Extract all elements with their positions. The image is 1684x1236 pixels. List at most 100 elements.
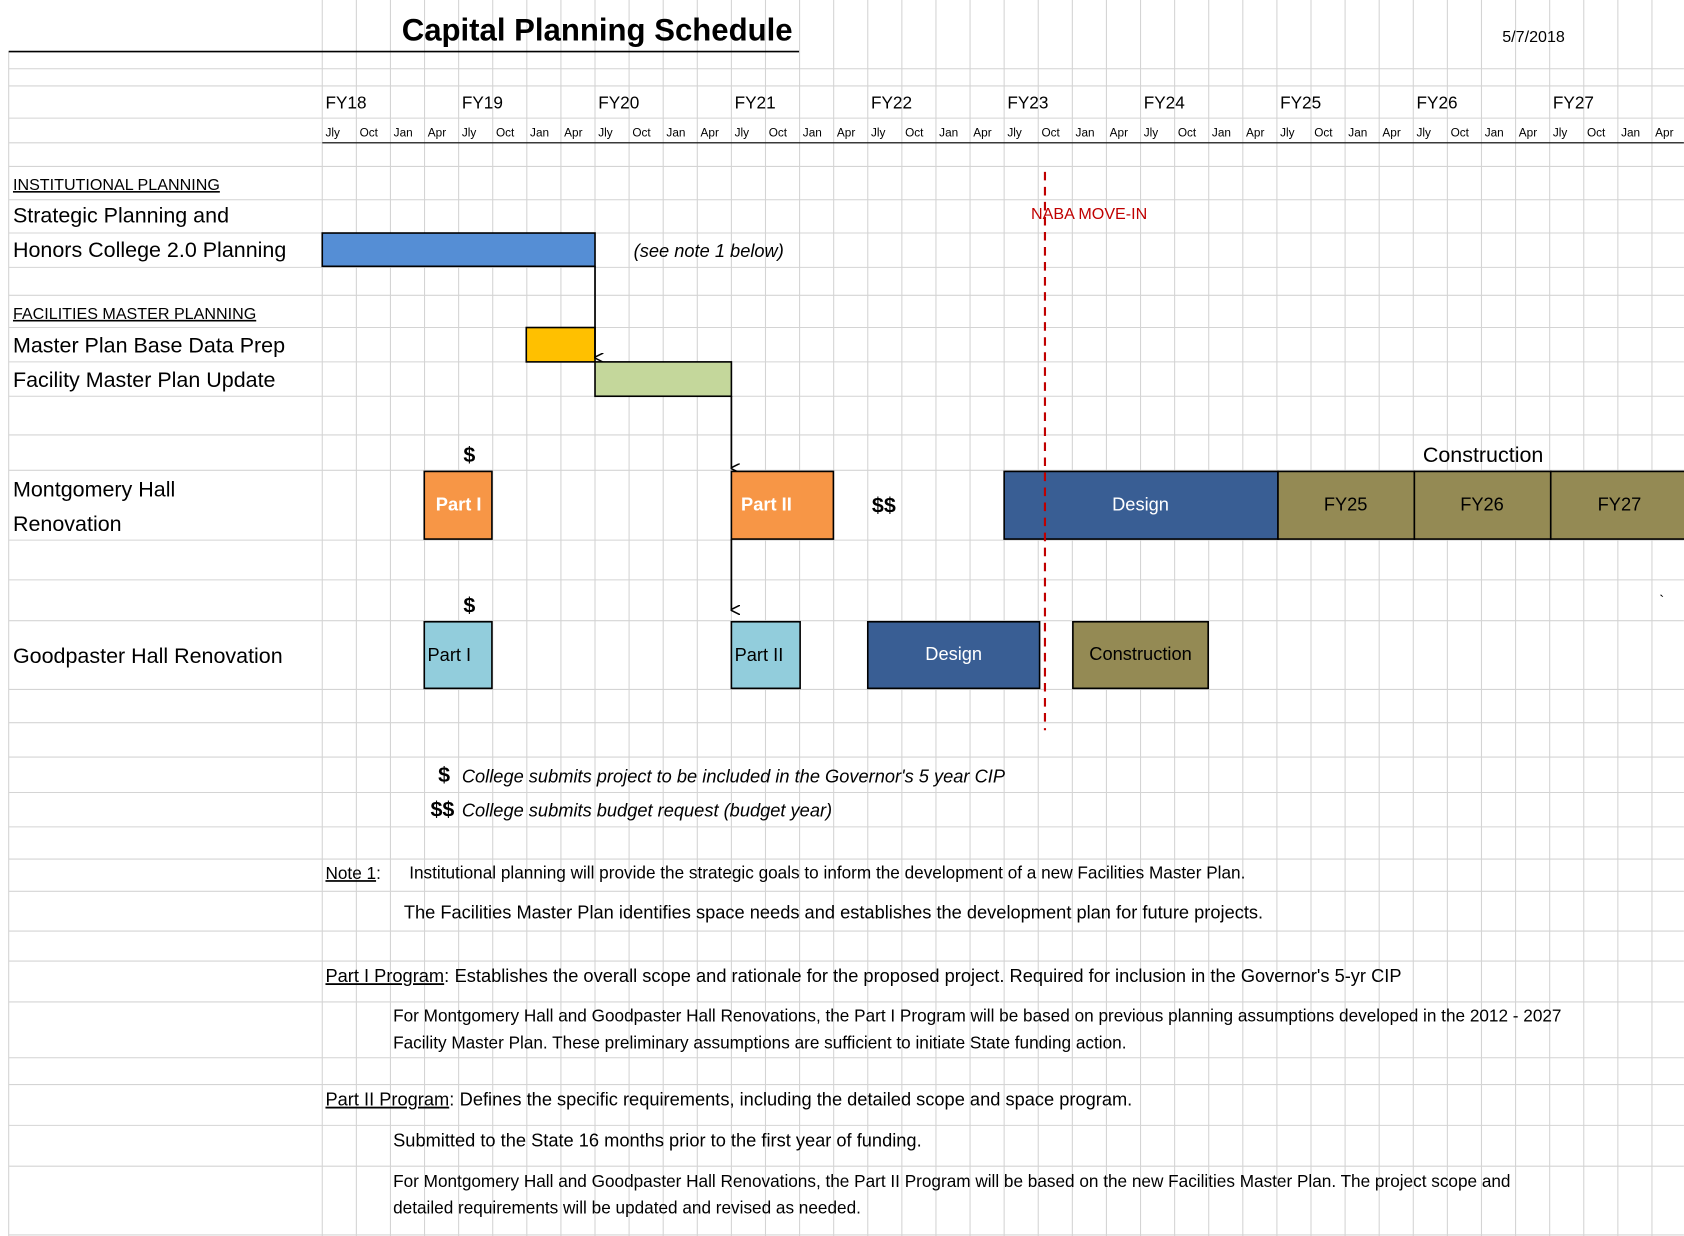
month: Oct bbox=[496, 125, 515, 139]
base-data-bar bbox=[525, 326, 596, 363]
month: Apr bbox=[1655, 125, 1673, 139]
month: Jly bbox=[1553, 125, 1568, 139]
fiscal-year: FY27 bbox=[1553, 93, 1594, 113]
month: Jly bbox=[1144, 125, 1159, 139]
note-heading: Part I Program: Establishes the overall s… bbox=[325, 965, 1401, 986]
row-label: Strategic Planning and bbox=[13, 204, 229, 228]
bar-label: Construction bbox=[1089, 643, 1191, 664]
month: Jly bbox=[735, 125, 750, 139]
month: Oct bbox=[1041, 125, 1060, 139]
month: Oct bbox=[905, 125, 924, 139]
dollar: $ bbox=[463, 593, 475, 617]
section-label: INSTITUTIONAL PLANNING bbox=[13, 176, 220, 194]
month: Oct bbox=[1314, 125, 1333, 139]
note-sep: : bbox=[449, 1089, 454, 1110]
bar-label: FY26 bbox=[1460, 494, 1504, 515]
note-text: Establishes the overall scope and ration… bbox=[455, 965, 1402, 986]
bar-label: Design bbox=[925, 643, 982, 664]
design-bar bbox=[1003, 470, 1279, 540]
bar-label: Part I bbox=[436, 494, 482, 515]
row-label: Montgomery Hall bbox=[13, 477, 175, 501]
timeline: FY18 Jly Oct Jan Apr FY19 Jly Oct Jan Apr FY20 Jly O… bbox=[325, 93, 1673, 140]
month: Apr bbox=[1519, 125, 1537, 139]
row-label: Honors College 2.0 Planning bbox=[13, 238, 286, 262]
legend-text: College submits budget request (budget y… bbox=[462, 800, 832, 821]
note-heading: Part II Program: Defines the specific req… bbox=[325, 1089, 1132, 1110]
note-label: Part I Program bbox=[325, 965, 444, 986]
annotation: Construction bbox=[1423, 443, 1544, 467]
month: Jly bbox=[1007, 125, 1022, 139]
part2-bar bbox=[730, 620, 801, 690]
month: Apr bbox=[1246, 125, 1264, 139]
month: Apr bbox=[428, 125, 446, 139]
row-label: Renovation bbox=[13, 512, 122, 536]
bar-label: Design bbox=[1112, 494, 1169, 515]
month: Jly bbox=[1417, 125, 1432, 139]
fiscal-year: FY26 bbox=[1417, 93, 1458, 113]
row-label: Master Plan Base Data Prep bbox=[13, 334, 285, 358]
note-detail: For Montgomery Hall and Goodpaster Hall … bbox=[393, 1171, 1510, 1191]
bar-label: Part II bbox=[735, 644, 784, 665]
note-text: Defines the specific requirements, inclu… bbox=[460, 1089, 1133, 1110]
bar-label: Part II bbox=[741, 494, 792, 515]
construction-bar bbox=[1549, 470, 1684, 540]
legend-symbol: $$ bbox=[430, 797, 454, 821]
month: Jan bbox=[1348, 125, 1367, 139]
legend-symbol: $ bbox=[438, 763, 450, 787]
bar-label: FY27 bbox=[1598, 494, 1642, 515]
annotation: ` bbox=[1659, 592, 1664, 609]
month: Jan bbox=[530, 125, 549, 139]
title: Capital Planning Schedule bbox=[402, 12, 793, 47]
date: 5/7/2018 bbox=[1502, 28, 1565, 46]
fiscal-year: FY24 bbox=[1144, 93, 1185, 113]
annotation: (see note 1 below) bbox=[634, 240, 784, 261]
fiscal-year: FY19 bbox=[462, 93, 503, 113]
month: Jan bbox=[1621, 125, 1640, 139]
month: Jan bbox=[803, 125, 822, 139]
fiscal-year: FY21 bbox=[735, 93, 776, 113]
month: Oct bbox=[360, 125, 379, 139]
note-sep: : bbox=[376, 863, 381, 883]
row-label: Facility Master Plan Update bbox=[13, 368, 276, 392]
month: Apr bbox=[564, 125, 582, 139]
month: Jly bbox=[871, 125, 886, 139]
month: Oct bbox=[769, 125, 788, 139]
note-sep: : bbox=[444, 965, 449, 986]
note-text: The Facilities Master Plan identifies sp… bbox=[404, 902, 1263, 923]
note-heading: Note 1: bbox=[325, 863, 380, 883]
month: Jan bbox=[1076, 125, 1095, 139]
fiscal-year: FY23 bbox=[1007, 93, 1048, 113]
fiscal-year: FY25 bbox=[1280, 93, 1321, 113]
note-text: Institutional planning will provide the … bbox=[409, 863, 1245, 883]
month: Apr bbox=[1382, 125, 1400, 139]
row-label: Goodpaster Hall Renovation bbox=[13, 644, 283, 668]
construction-bar bbox=[1413, 470, 1552, 540]
note-detail: Facility Master Plan. These preliminary … bbox=[393, 1032, 1126, 1052]
month: Jan bbox=[394, 125, 413, 139]
bar-label: Part I bbox=[427, 644, 471, 665]
design-bar bbox=[866, 620, 1041, 690]
month: Apr bbox=[973, 125, 991, 139]
part1-bar bbox=[423, 620, 493, 690]
month: Apr bbox=[837, 125, 855, 139]
month: Jly bbox=[462, 125, 477, 139]
month: Jly bbox=[598, 125, 613, 139]
month: Jly bbox=[1280, 125, 1295, 139]
fiscal-year: FY18 bbox=[325, 93, 366, 113]
note-detail: detailed requirements will be updated an… bbox=[393, 1198, 861, 1218]
milestone-label: NABA MOVE-IN bbox=[1031, 205, 1147, 223]
construction-bar bbox=[1277, 470, 1416, 540]
month: Jly bbox=[325, 125, 340, 139]
fmp-update-bar bbox=[594, 361, 733, 398]
fiscal-year: FY22 bbox=[871, 93, 912, 113]
month: Jan bbox=[939, 125, 958, 139]
part2-bar bbox=[730, 470, 835, 540]
month: Apr bbox=[1110, 125, 1128, 139]
construction-bar bbox=[1072, 620, 1209, 690]
note-label: Note 1 bbox=[325, 863, 376, 883]
month: Jan bbox=[1212, 125, 1231, 139]
month: Jan bbox=[1485, 125, 1504, 139]
month: Apr bbox=[701, 125, 719, 139]
